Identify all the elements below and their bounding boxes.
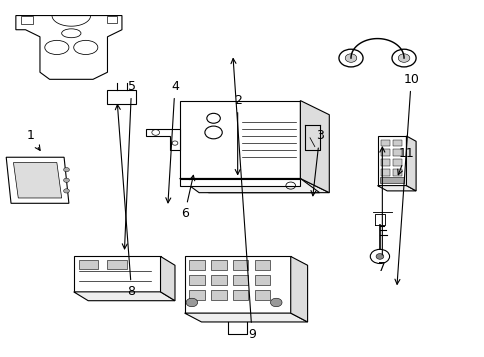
Polygon shape — [74, 256, 160, 292]
Bar — [254, 260, 270, 270]
Polygon shape — [74, 292, 175, 301]
Circle shape — [63, 167, 69, 172]
Text: 9: 9 — [230, 59, 256, 341]
Text: 1: 1 — [26, 130, 40, 150]
Circle shape — [270, 298, 282, 307]
Circle shape — [345, 54, 356, 62]
Polygon shape — [180, 178, 319, 193]
Bar — [211, 290, 226, 300]
Polygon shape — [180, 101, 300, 178]
Bar — [380, 169, 389, 176]
Bar — [211, 260, 226, 270]
Polygon shape — [377, 136, 406, 186]
Polygon shape — [290, 256, 307, 322]
Bar — [393, 150, 401, 156]
Bar — [107, 16, 117, 22]
Bar — [380, 140, 389, 146]
Bar — [189, 260, 204, 270]
Bar — [189, 275, 204, 285]
Polygon shape — [184, 313, 307, 322]
Text: 10: 10 — [394, 73, 418, 284]
Text: 5: 5 — [122, 80, 136, 249]
Circle shape — [375, 253, 383, 259]
Bar — [379, 177, 403, 183]
Text: 7: 7 — [378, 147, 386, 273]
Text: 11: 11 — [397, 147, 413, 175]
Bar — [189, 290, 204, 300]
Bar — [21, 16, 32, 24]
Polygon shape — [6, 157, 69, 203]
Bar — [107, 90, 136, 104]
Bar — [254, 290, 270, 300]
Bar — [232, 275, 248, 285]
Text: 3: 3 — [310, 130, 323, 196]
Bar — [180, 178, 300, 186]
Text: 6: 6 — [181, 175, 194, 220]
Circle shape — [397, 54, 409, 62]
Polygon shape — [146, 129, 180, 150]
Bar — [393, 140, 401, 146]
Polygon shape — [184, 256, 290, 313]
Bar — [211, 275, 226, 285]
Text: 2: 2 — [233, 94, 241, 175]
Bar — [380, 159, 389, 166]
Polygon shape — [406, 136, 415, 191]
Circle shape — [186, 298, 197, 307]
Polygon shape — [180, 178, 329, 193]
Bar — [107, 260, 126, 269]
Bar — [380, 150, 389, 156]
Bar — [78, 260, 98, 269]
Text: 4: 4 — [166, 80, 179, 203]
Bar — [254, 275, 270, 285]
Bar — [232, 290, 248, 300]
Polygon shape — [377, 186, 415, 191]
Text: 8: 8 — [115, 105, 136, 298]
Polygon shape — [160, 256, 175, 301]
Polygon shape — [14, 162, 61, 198]
Circle shape — [63, 189, 69, 193]
Bar — [393, 169, 401, 176]
Bar — [232, 260, 248, 270]
Bar — [393, 159, 401, 166]
Polygon shape — [300, 101, 329, 193]
Circle shape — [63, 178, 69, 182]
